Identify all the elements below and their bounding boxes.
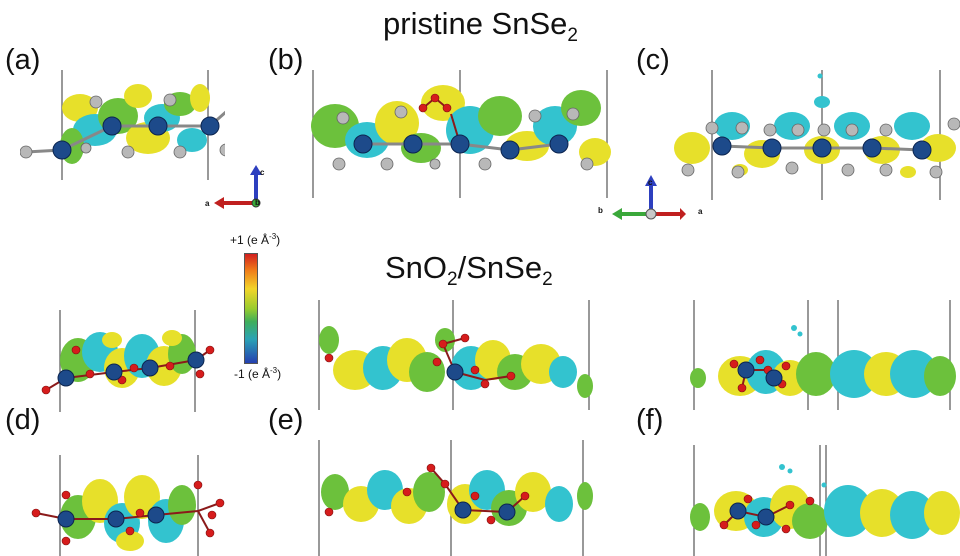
panel-a-structure <box>20 68 225 180</box>
panel-e-structure <box>315 440 595 556</box>
panel-d-structure <box>30 455 230 556</box>
panel-label-e: (e) <box>268 404 304 436</box>
panel-sno2-top-left <box>30 310 220 412</box>
panel-label-a: (a) <box>5 44 41 76</box>
panel-sno2-top-mid <box>315 300 595 410</box>
title-sno2-snse2: SnO2/SnSe2 <box>385 250 553 290</box>
panel-label-f: (f) <box>636 404 664 436</box>
charge-density-f <box>690 445 960 556</box>
panel-c-structure <box>672 68 960 200</box>
axis-label-c: c <box>260 168 265 177</box>
panel-label-c: (c) <box>636 44 670 76</box>
axes-indicator-c <box>596 170 686 222</box>
colorbar <box>244 253 258 364</box>
colorbar-max-label: +1 (e Å-3) <box>230 232 281 247</box>
panel-sno2-top-right <box>690 300 960 410</box>
charge-density-c <box>674 70 960 200</box>
axis-label-a: a <box>205 199 210 208</box>
charge-density-d <box>31 455 225 556</box>
colorbar-min-label: -1 (e Å-3) <box>234 366 282 381</box>
axis-label-b: b <box>598 206 603 215</box>
charge-density-f-top <box>690 300 956 410</box>
panel-label-d: (d) <box>5 404 41 436</box>
axis-label-b: b <box>255 198 260 207</box>
axis-label-c: c <box>648 178 653 187</box>
panel-label-b: (b) <box>268 44 304 76</box>
charge-density-e-top <box>318 300 593 410</box>
panel-f-structure <box>690 445 960 556</box>
charge-density-d-top <box>41 310 215 412</box>
charge-density-e <box>318 440 593 556</box>
axis-label-a: a <box>698 207 703 216</box>
charge-density-a <box>20 70 225 180</box>
axes-indicator-a <box>200 165 270 215</box>
sn-atom <box>52 140 72 160</box>
title-pristine: pristine SnSe2 <box>383 6 578 46</box>
panel-b-structure <box>305 68 615 198</box>
charge-density-b <box>311 70 611 198</box>
